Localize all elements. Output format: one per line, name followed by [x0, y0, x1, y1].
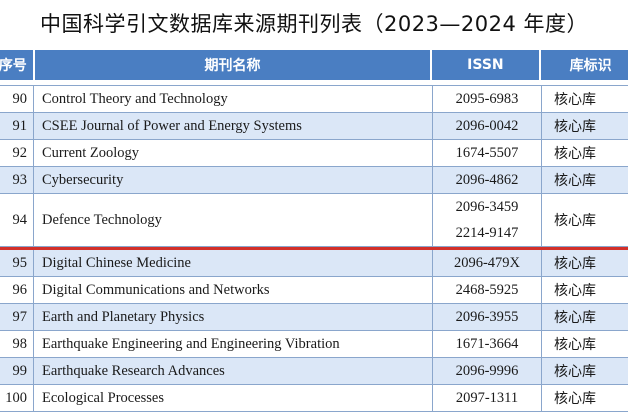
db-tag: 核心库: [554, 310, 596, 326]
issn-value: 1674-5507: [455, 145, 519, 161]
journal-name: Earthquake Research Advances: [34, 358, 433, 384]
table-row: 96 Digital Communications and Networks 246…: [0, 277, 628, 304]
journal-table: 序号 期刊名称 ISSN 库标识 90 Control Theory and Te…: [0, 50, 628, 412]
db-tag: 核心库: [554, 119, 596, 135]
journal-name: Ecological Processes: [34, 385, 433, 411]
issn-value: 2097-1311: [455, 390, 519, 406]
issn-cell: 2096-3459 2214-9147: [433, 194, 542, 246]
table-row: 95 Digital Chinese Medicine 2096-479X 核心库: [0, 247, 628, 277]
journal-name: Current Zoology: [34, 140, 433, 166]
table-row: 98 Earthquake Engineering and Engineering…: [0, 331, 628, 358]
row-number: 100: [0, 385, 34, 411]
table-row: 100 Ecological Processes 2097-1311 核心库: [0, 385, 628, 412]
issn-value: 2214-9147: [455, 225, 519, 241]
journal-name: Defence Technology: [34, 194, 433, 246]
issn-value: 2096-3955: [455, 309, 519, 325]
db-tag: 核心库: [554, 146, 596, 162]
db-tag: 核心库: [554, 337, 596, 353]
journal-name: Cybersecurity: [34, 167, 433, 193]
table-body: 90 Control Theory and Technology 2095-6983…: [0, 86, 628, 412]
issn-cell: 2095-6983: [433, 86, 542, 112]
db-tag: 核心库: [554, 92, 596, 108]
db-tag: 核心库: [554, 391, 596, 407]
table-row: 99 Earthquake Research Advances 2096-9996 核…: [0, 358, 628, 385]
table-top-gap: [0, 80, 628, 86]
journal-name: Digital Chinese Medicine: [34, 250, 433, 276]
issn-cell: 2096-3955: [433, 304, 542, 330]
db-tag: 核心库: [554, 213, 596, 229]
col-header-db-tag: 库标识: [541, 50, 628, 80]
row-number: 99: [0, 358, 34, 384]
issn-cell: 2096-4862: [433, 167, 542, 193]
journal-name: Earthquake Engineering and Engineering V…: [34, 331, 433, 357]
issn-value: 1671-3664: [455, 336, 519, 352]
issn-cell: 2097-1311: [433, 385, 542, 411]
issn-cell: 1674-5507: [433, 140, 542, 166]
row-number: 90: [0, 86, 34, 112]
row-number: 96: [0, 277, 34, 303]
issn-cell: 2096-9996: [433, 358, 542, 384]
issn-cell: 2468-5925: [433, 277, 542, 303]
col-header-issn: ISSN: [432, 50, 542, 80]
table-row: 94 Defence Technology 2096-3459 2214-9147 核心…: [0, 194, 628, 247]
db-tag: 核心库: [554, 283, 596, 299]
journal-name: Earth and Planetary Physics: [34, 304, 433, 330]
table-row: 93 Cybersecurity 2096-4862 核心库: [0, 167, 628, 194]
page-title: 中国科学引文数据库来源期刊列表（2023—2024 年度）: [39, 12, 589, 36]
table-row: 90 Control Theory and Technology 2095-6983…: [0, 86, 628, 113]
db-tag: 核心库: [554, 173, 596, 189]
journal-name: CSEE Journal of Power and Energy Systems: [34, 113, 433, 139]
issn-value: 2095-6983: [455, 91, 519, 107]
row-number: 93: [0, 167, 34, 193]
row-number: 94: [0, 194, 34, 246]
row-number: 98: [0, 331, 34, 357]
table-header: 序号 期刊名称 ISSN 库标识: [0, 50, 628, 80]
issn-cell: 1671-3664: [433, 331, 542, 357]
issn-cell: 2096-0042: [433, 113, 542, 139]
db-tag: 核心库: [554, 364, 596, 380]
table-row: 92 Current Zoology 1674-5507 核心库: [0, 140, 628, 167]
issn-value: 2096-0042: [455, 118, 519, 134]
col-header-number: 序号: [0, 50, 36, 80]
issn-value: 2096-9996: [455, 363, 519, 379]
issn-value: 2468-5925: [455, 282, 519, 298]
issn-value: 2096-479X: [453, 255, 521, 271]
journal-name: Control Theory and Technology: [34, 86, 433, 112]
db-tag: 核心库: [554, 256, 596, 272]
table-row: 91 CSEE Journal of Power and Energy Syste…: [0, 113, 628, 140]
journal-name: Digital Communications and Networks: [34, 277, 433, 303]
row-number: 95: [0, 250, 34, 276]
row-number: 91: [0, 113, 34, 139]
row-number: 97: [0, 304, 34, 330]
issn-value: 2096-4862: [455, 172, 519, 188]
issn-value: 2096-3459: [455, 199, 519, 215]
col-header-journal-name: 期刊名称: [35, 50, 432, 80]
table-row: 97 Earth and Planetary Physics 2096-3955 核心…: [0, 304, 628, 331]
issn-cell: 2096-479X: [433, 250, 542, 276]
row-number: 92: [0, 140, 34, 166]
